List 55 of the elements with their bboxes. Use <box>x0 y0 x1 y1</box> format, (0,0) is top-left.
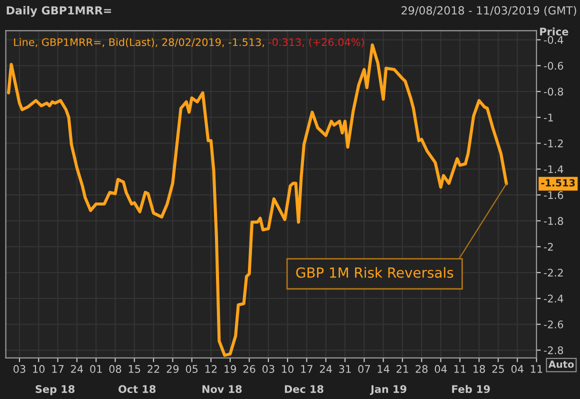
annotation: GBP 1M Risk Reversals <box>296 267 454 278</box>
chart-title: Daily GBP1MRR= <box>6 6 112 17</box>
y-tick-label: -2.8 <box>544 346 564 354</box>
x-tick-label: 10 <box>282 365 294 373</box>
x-tick-label: 15 <box>128 365 140 373</box>
x-tick-label: 24 <box>71 365 83 373</box>
x2-tick-label: Sep 18 <box>36 385 74 396</box>
x-tick-label: 03 <box>14 365 26 373</box>
x-tick-label: 05 <box>186 365 198 373</box>
x-tick-label: 25 <box>492 365 504 373</box>
y-tick-label: -1 <box>544 114 553 122</box>
x-tick-label: 26 <box>243 365 256 373</box>
x-tick-label: 04 <box>434 365 447 373</box>
x2-tick-label: Oct 18 <box>118 385 156 394</box>
x-tick-label: 17 <box>301 365 312 373</box>
x2-tick-label: Nov 18 <box>202 385 242 394</box>
x2-tick-label: Dec 18 <box>284 385 324 394</box>
y-axis-title: Price <box>540 27 568 36</box>
x-tick-label: 17 <box>52 365 64 373</box>
annotation: -0.313, (+26.04%) <box>268 38 364 48</box>
y-tick-label: -1.4 <box>544 165 564 174</box>
chart-subtitle: 29/08/2018 - 11/03/2019 (GMT) <box>402 6 576 16</box>
y-tick-label: -2.2 <box>544 268 563 277</box>
x-tick-label: 21 <box>396 365 408 373</box>
x-tick-label: 07 <box>358 365 370 373</box>
x-tick-label: 31 <box>339 365 351 373</box>
y-tick-label: -2.6 <box>544 320 564 328</box>
x-tick-label: 18 <box>474 365 485 373</box>
x-tick-label: 24 <box>320 365 332 373</box>
text: -1.513 <box>541 179 575 187</box>
x-tick-label: 04 <box>511 365 524 373</box>
x-tick-label: 19 <box>224 365 236 373</box>
y-tick-label: -1.6 <box>544 191 564 200</box>
x-tick-label: 10 <box>33 365 45 373</box>
x-tick-label: 03 <box>262 365 274 373</box>
x-tick-label: 12 <box>205 365 217 373</box>
series-label: Line, GBP1MRR=, Bid(Last), 28/02/2019, -1.513, <box>14 38 264 48</box>
x-tick-label: 11 <box>531 365 542 373</box>
x-tick-label: 08 <box>109 365 122 373</box>
x-tick-label: 01 <box>90 365 102 373</box>
x-tick-label: 22 <box>148 365 160 373</box>
text: Auto <box>548 360 574 368</box>
y-tick-label: -2.4 <box>544 294 564 302</box>
x-tick-label: 28 <box>416 365 428 373</box>
y-tick-label: -0.4 <box>544 36 564 44</box>
y-tick-label: -0.6 <box>544 62 564 70</box>
x2-tick-label: Feb 19 <box>452 384 490 394</box>
y-tick-label: -1.2 <box>544 139 563 148</box>
x-tick-label: 14 <box>378 365 390 373</box>
x-tick-label: 29 <box>166 365 179 373</box>
y-tick-label: -1.8 <box>544 217 564 225</box>
y-tick-label: -0.8 <box>544 88 564 96</box>
y-tick-label: -2 <box>544 242 553 251</box>
x-tick-label: 11 <box>454 365 466 373</box>
x2-tick-label: Jan 19 <box>370 385 406 395</box>
